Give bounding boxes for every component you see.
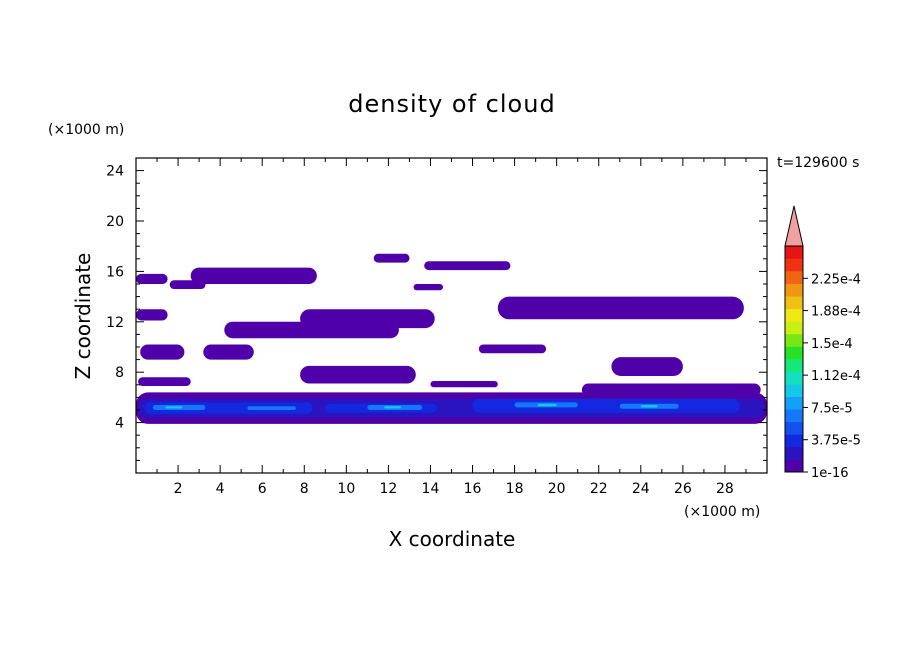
y-tick-label: 24 — [106, 164, 124, 180]
colorbar-label: 7.5e-5 — [811, 401, 853, 416]
contour-region — [478, 344, 547, 354]
colorbar-segment — [785, 308, 803, 322]
colorbar-frame — [784, 245, 804, 473]
colorbar-segment — [785, 359, 803, 372]
colorbar-segment — [785, 384, 803, 397]
colorbar-segment — [785, 409, 803, 423]
colorbar-extend-arrow — [784, 205, 804, 247]
x-tick-label: 22 — [590, 481, 608, 497]
colorbar-segment — [785, 271, 803, 284]
colorbar-segment — [785, 396, 803, 410]
contour-region — [424, 261, 511, 271]
colorbar: 1e-16 3.75e-5 7.5e-5 1.12e-4 1.5e-4 1.88e-4 2.… — [784, 205, 861, 481]
x-tick-label: 26 — [674, 481, 692, 497]
x-tick-label: 6 — [258, 481, 267, 497]
colorbar-label: 1e-16 — [811, 466, 849, 481]
x-tick-label: 20 — [548, 481, 566, 497]
colorbar-label: 1.5e-4 — [811, 337, 853, 352]
x-tick-label: 8 — [300, 481, 309, 497]
contour-region — [430, 381, 498, 388]
colorbar-segment — [785, 434, 803, 448]
x-axis: 2 4 6 8 10 12 14 16 18 20 22 24 26 28 — [156, 158, 747, 497]
contour-region — [472, 398, 740, 413]
y-tick-label: 16 — [106, 264, 124, 280]
contour-region — [165, 406, 183, 409]
y-unit-label: (×1000 m) — [48, 122, 124, 138]
contour-region — [136, 309, 168, 321]
contour-region — [497, 296, 744, 320]
colorbar-segment — [785, 446, 803, 460]
colorbar-segment — [785, 258, 803, 272]
y-tick-label: 12 — [106, 315, 124, 331]
x-axis-label: X coordinate — [389, 527, 516, 551]
colorbar-segment — [785, 371, 803, 385]
contour-region — [373, 253, 410, 263]
y-tick-label: 8 — [115, 365, 124, 381]
y-axis-label: Z coordinate — [71, 253, 95, 380]
colorbar-segment — [785, 321, 803, 335]
colorbar-segment — [785, 421, 803, 435]
colorbar-label: 3.75e-5 — [811, 434, 861, 449]
contour-region — [140, 344, 185, 360]
contour-region — [138, 377, 191, 386]
contour-region — [611, 357, 683, 376]
colorbar-segment — [785, 459, 803, 473]
x-tick-label: 10 — [337, 481, 355, 497]
contour-region — [203, 344, 254, 360]
colorbar-segment — [785, 346, 803, 360]
colorbar-segment — [785, 246, 803, 259]
colorbar-segment — [785, 333, 803, 347]
contour-region — [190, 267, 317, 284]
colorbar-label: 1.88e-4 — [811, 305, 861, 320]
contour-region — [247, 406, 296, 410]
x-tick-label: 16 — [464, 481, 482, 497]
contour-region — [640, 405, 658, 408]
x-tick-label: 12 — [379, 481, 397, 497]
y-tick-label: 20 — [106, 214, 124, 230]
contour-region — [300, 309, 435, 329]
x-tick-label: 4 — [216, 481, 225, 497]
contour-region — [581, 383, 761, 397]
colorbar-label: 1.12e-4 — [811, 369, 861, 384]
contour-region — [413, 284, 443, 291]
y-tick-label: 4 — [115, 416, 124, 432]
x-tick-label: 2 — [174, 481, 183, 497]
x-tick-label: 24 — [632, 481, 650, 497]
colorbar-label: 2.25e-4 — [811, 272, 861, 287]
contour-region — [300, 365, 416, 384]
contour-region — [537, 403, 557, 407]
x-tick-label: 18 — [506, 481, 524, 497]
x-tick-label: 28 — [716, 481, 734, 497]
x-tick-label: 14 — [422, 481, 440, 497]
x-unit-label: (×1000 m) — [684, 504, 760, 520]
contour-region — [136, 273, 168, 284]
y-axis: 4 8 12 16 20 24 — [106, 164, 767, 461]
colorbar-segment — [785, 296, 803, 310]
time-label: t=129600 s — [777, 155, 859, 171]
contour-region — [384, 406, 401, 409]
chart-title: density of cloud — [348, 90, 555, 118]
colorbar-segment — [785, 283, 803, 297]
contour-layer — [136, 253, 767, 424]
